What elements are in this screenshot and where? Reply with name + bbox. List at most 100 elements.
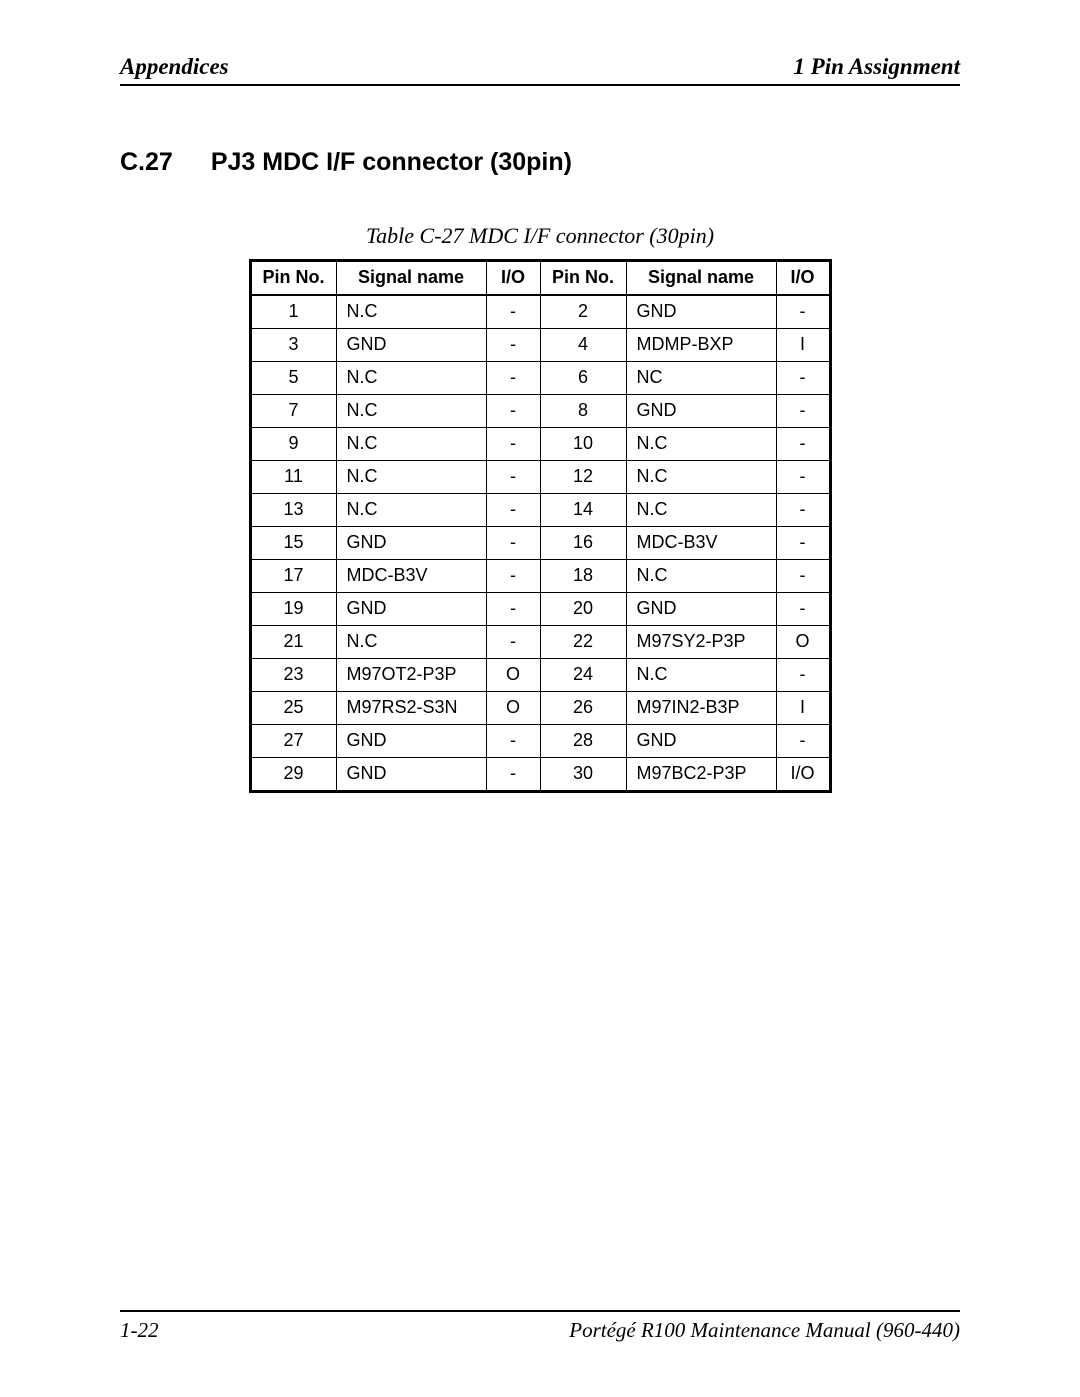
- table-cell: -: [486, 395, 540, 428]
- table-cell: 17: [250, 560, 336, 593]
- col-io-b: I/O: [776, 261, 830, 296]
- footer-manual-title: Portégé R100 Maintenance Manual (960-440…: [569, 1318, 960, 1343]
- table-cell: -: [776, 295, 830, 329]
- table-row: 7N.C-8GND-: [250, 395, 830, 428]
- table-cell: -: [486, 329, 540, 362]
- col-signal-b: Signal name: [626, 261, 776, 296]
- table-cell: I: [776, 692, 830, 725]
- section-number: C.27: [120, 148, 173, 177]
- table-cell: -: [776, 527, 830, 560]
- table-cell: 14: [540, 494, 626, 527]
- table-cell: -: [486, 494, 540, 527]
- table-cell: N.C: [336, 395, 486, 428]
- col-io-a: I/O: [486, 261, 540, 296]
- table-cell: MDC-B3V: [336, 560, 486, 593]
- table-cell: -: [486, 461, 540, 494]
- table-cell: N.C: [626, 659, 776, 692]
- table-cell: N.C: [626, 461, 776, 494]
- table-row: 15GND-16MDC-B3V-: [250, 527, 830, 560]
- table-cell: 16: [540, 527, 626, 560]
- table-caption: Table C-27 MDC I/F connector (30pin): [120, 223, 960, 249]
- table-cell: 4: [540, 329, 626, 362]
- table-cell: -: [486, 725, 540, 758]
- table-cell: MDC-B3V: [626, 527, 776, 560]
- table-cell: 19: [250, 593, 336, 626]
- table-cell: N.C: [336, 461, 486, 494]
- table-cell: 27: [250, 725, 336, 758]
- table-cell: M97OT2-P3P: [336, 659, 486, 692]
- table-cell: 26: [540, 692, 626, 725]
- table-row: 23M97OT2-P3PO24N.C-: [250, 659, 830, 692]
- footer-page-number: 1-22: [120, 1318, 159, 1343]
- page-footer: 1-22 Portégé R100 Maintenance Manual (96…: [120, 1310, 960, 1343]
- table-cell: -: [776, 593, 830, 626]
- table-cell: M97IN2-B3P: [626, 692, 776, 725]
- section-heading: C.27 PJ3 MDC I/F connector (30pin): [120, 148, 960, 177]
- table-cell: GND: [336, 725, 486, 758]
- table-cell: 2: [540, 295, 626, 329]
- table-cell: I: [776, 329, 830, 362]
- table-cell: 7: [250, 395, 336, 428]
- table-cell: -: [486, 593, 540, 626]
- table-row: 27GND-28GND-: [250, 725, 830, 758]
- table-cell: GND: [626, 725, 776, 758]
- table-row: 17MDC-B3V-18N.C-: [250, 560, 830, 593]
- col-signal-a: Signal name: [336, 261, 486, 296]
- table-cell: GND: [336, 329, 486, 362]
- pin-table: Pin No. Signal name I/O Pin No. Signal n…: [249, 259, 832, 793]
- table-row: 13N.C-14N.C-: [250, 494, 830, 527]
- table-cell: N.C: [336, 295, 486, 329]
- table-cell: 12: [540, 461, 626, 494]
- table-row: 11N.C-12N.C-: [250, 461, 830, 494]
- col-pin-b: Pin No.: [540, 261, 626, 296]
- running-head: Appendices 1 Pin Assignment: [120, 54, 960, 86]
- table-row: 21N.C-22M97SY2-P3PO: [250, 626, 830, 659]
- table-cell: 9: [250, 428, 336, 461]
- table-cell: -: [776, 362, 830, 395]
- table-cell: 20: [540, 593, 626, 626]
- table-cell: 13: [250, 494, 336, 527]
- table-cell: -: [776, 725, 830, 758]
- table-cell: N.C: [336, 362, 486, 395]
- table-cell: M97RS2-S3N: [336, 692, 486, 725]
- table-cell: N.C: [626, 494, 776, 527]
- table-cell: -: [486, 527, 540, 560]
- table-cell: 28: [540, 725, 626, 758]
- table-cell: 11: [250, 461, 336, 494]
- table-cell: 8: [540, 395, 626, 428]
- col-pin-a: Pin No.: [250, 261, 336, 296]
- table-cell: -: [776, 659, 830, 692]
- table-cell: -: [486, 758, 540, 792]
- table-cell: 3: [250, 329, 336, 362]
- page: Appendices 1 Pin Assignment C.27 PJ3 MDC…: [0, 0, 1080, 1397]
- table-row: 5N.C-6NC-: [250, 362, 830, 395]
- table-cell: O: [486, 659, 540, 692]
- table-cell: 5: [250, 362, 336, 395]
- table-cell: -: [486, 362, 540, 395]
- table-cell: -: [776, 494, 830, 527]
- running-head-left: Appendices: [120, 54, 229, 80]
- table-cell: -: [776, 461, 830, 494]
- table-cell: -: [486, 560, 540, 593]
- table-cell: -: [486, 626, 540, 659]
- table-row: 19GND-20GND-: [250, 593, 830, 626]
- table-cell: GND: [336, 593, 486, 626]
- section-title: PJ3 MDC I/F connector (30pin): [211, 148, 572, 177]
- table-row: 25M97RS2-S3NO26M97IN2-B3PI: [250, 692, 830, 725]
- table-cell: 30: [540, 758, 626, 792]
- table-cell: -: [486, 428, 540, 461]
- table-cell: GND: [336, 527, 486, 560]
- table-cell: NC: [626, 362, 776, 395]
- table-cell: MDMP-BXP: [626, 329, 776, 362]
- table-cell: M97BC2-P3P: [626, 758, 776, 792]
- table-cell: 24: [540, 659, 626, 692]
- table-cell: 21: [250, 626, 336, 659]
- table-cell: N.C: [336, 626, 486, 659]
- table-cell: -: [776, 395, 830, 428]
- table-cell: GND: [336, 758, 486, 792]
- table-header-row: Pin No. Signal name I/O Pin No. Signal n…: [250, 261, 830, 296]
- table-cell: 22: [540, 626, 626, 659]
- table-cell: O: [776, 626, 830, 659]
- table-cell: 18: [540, 560, 626, 593]
- table-cell: N.C: [626, 428, 776, 461]
